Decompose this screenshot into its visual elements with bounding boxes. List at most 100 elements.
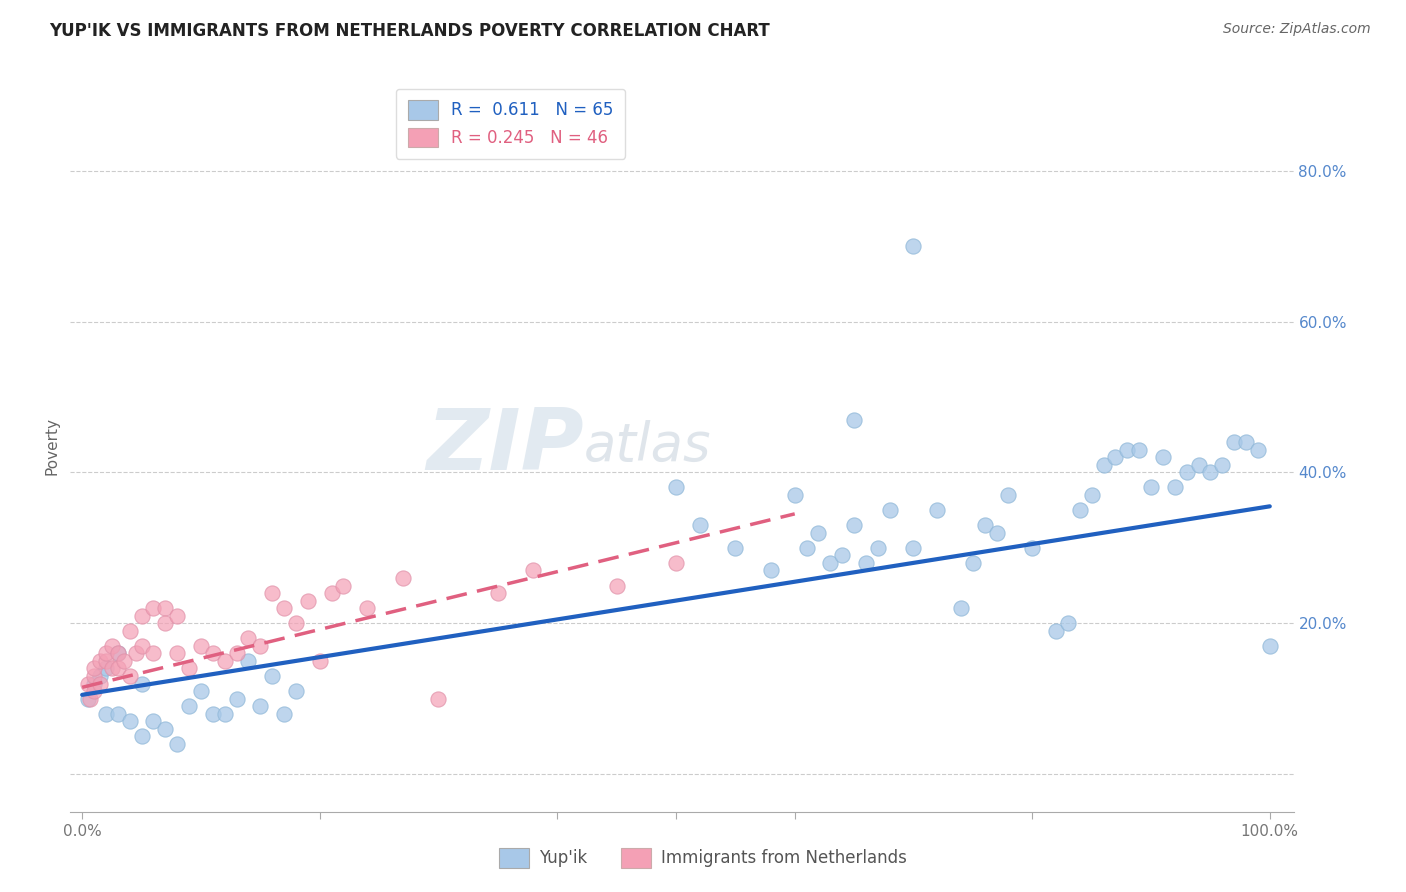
Point: [486, 586, 509, 600]
Point: [962, 556, 984, 570]
Text: Source: ZipAtlas.com: Source: ZipAtlas.com: [1223, 22, 1371, 37]
Point: [107, 646, 129, 660]
Point: [249, 639, 271, 653]
Point: [1234, 435, 1257, 450]
Point: [1140, 480, 1163, 494]
Point: [94, 646, 117, 660]
Point: [1199, 466, 1222, 480]
Point: [1164, 480, 1187, 494]
Point: [297, 593, 319, 607]
Point: [842, 518, 865, 533]
Point: [783, 488, 806, 502]
Point: [190, 639, 212, 653]
Point: [142, 646, 165, 660]
Point: [89, 676, 111, 690]
Point: [83, 661, 105, 675]
Point: [166, 737, 188, 751]
Point: [308, 654, 330, 668]
Point: [131, 729, 153, 743]
Point: [131, 639, 153, 653]
Point: [238, 654, 260, 668]
Point: [1187, 458, 1209, 472]
Text: ZIP: ZIP: [426, 404, 583, 488]
Point: [107, 661, 129, 675]
Point: [1247, 442, 1270, 457]
Point: [1258, 639, 1281, 653]
Point: [201, 706, 224, 721]
Point: [262, 669, 284, 683]
Point: [1211, 458, 1233, 472]
Point: [166, 608, 188, 623]
Point: [262, 586, 284, 600]
Point: [77, 691, 100, 706]
Text: atlas: atlas: [583, 420, 711, 472]
Point: [177, 661, 200, 675]
Point: [89, 654, 111, 668]
Point: [796, 541, 818, 555]
Point: [1057, 616, 1080, 631]
Point: [927, 503, 949, 517]
Point: [118, 624, 141, 638]
Point: [273, 706, 295, 721]
Point: [1175, 466, 1198, 480]
Point: [997, 488, 1019, 502]
Point: [427, 691, 450, 706]
Point: [1128, 442, 1150, 457]
Point: [225, 691, 247, 706]
Point: [1116, 442, 1139, 457]
Point: [321, 586, 343, 600]
Point: [866, 541, 889, 555]
Point: [201, 646, 224, 660]
Point: [214, 654, 236, 668]
Point: [94, 706, 117, 721]
Point: [986, 525, 1008, 540]
Point: [973, 518, 995, 533]
Point: [83, 676, 105, 690]
Point: [1021, 541, 1043, 555]
Point: [284, 684, 307, 698]
Point: [1080, 488, 1102, 502]
Point: [107, 646, 129, 660]
Point: [842, 412, 865, 426]
Text: YUP'IK VS IMMIGRANTS FROM NETHERLANDS POVERTY CORRELATION CHART: YUP'IK VS IMMIGRANTS FROM NETHERLANDS PO…: [49, 22, 770, 40]
Point: [689, 518, 711, 533]
Point: [83, 669, 105, 683]
Point: [238, 632, 260, 646]
Point: [155, 722, 177, 736]
Point: [903, 239, 925, 253]
Point: [101, 661, 124, 675]
Point: [724, 541, 747, 555]
Point: [155, 616, 177, 631]
Point: [142, 714, 165, 729]
Point: [903, 541, 925, 555]
Point: [392, 571, 415, 585]
Point: [225, 646, 247, 660]
Y-axis label: Poverty: Poverty: [45, 417, 60, 475]
Point: [214, 706, 236, 721]
Point: [83, 684, 105, 698]
Point: [94, 661, 117, 675]
Point: [124, 646, 146, 660]
Point: [879, 503, 901, 517]
Point: [79, 691, 101, 706]
Point: [1092, 458, 1115, 472]
Point: [94, 654, 117, 668]
Point: [1045, 624, 1067, 638]
Point: [665, 480, 688, 494]
Point: [831, 549, 853, 563]
Point: [166, 646, 188, 660]
Point: [118, 669, 141, 683]
Point: [112, 654, 135, 668]
Point: [77, 676, 100, 690]
Point: [332, 578, 354, 592]
Point: [101, 639, 124, 653]
Point: [131, 608, 153, 623]
Point: [190, 684, 212, 698]
Point: [522, 563, 544, 577]
Point: [855, 556, 877, 570]
Point: [142, 601, 165, 615]
Point: [1069, 503, 1091, 517]
Point: [606, 578, 628, 592]
Legend: Yup'ik, Immigrants from Netherlands: Yup'ik, Immigrants from Netherlands: [488, 837, 918, 880]
Point: [155, 601, 177, 615]
